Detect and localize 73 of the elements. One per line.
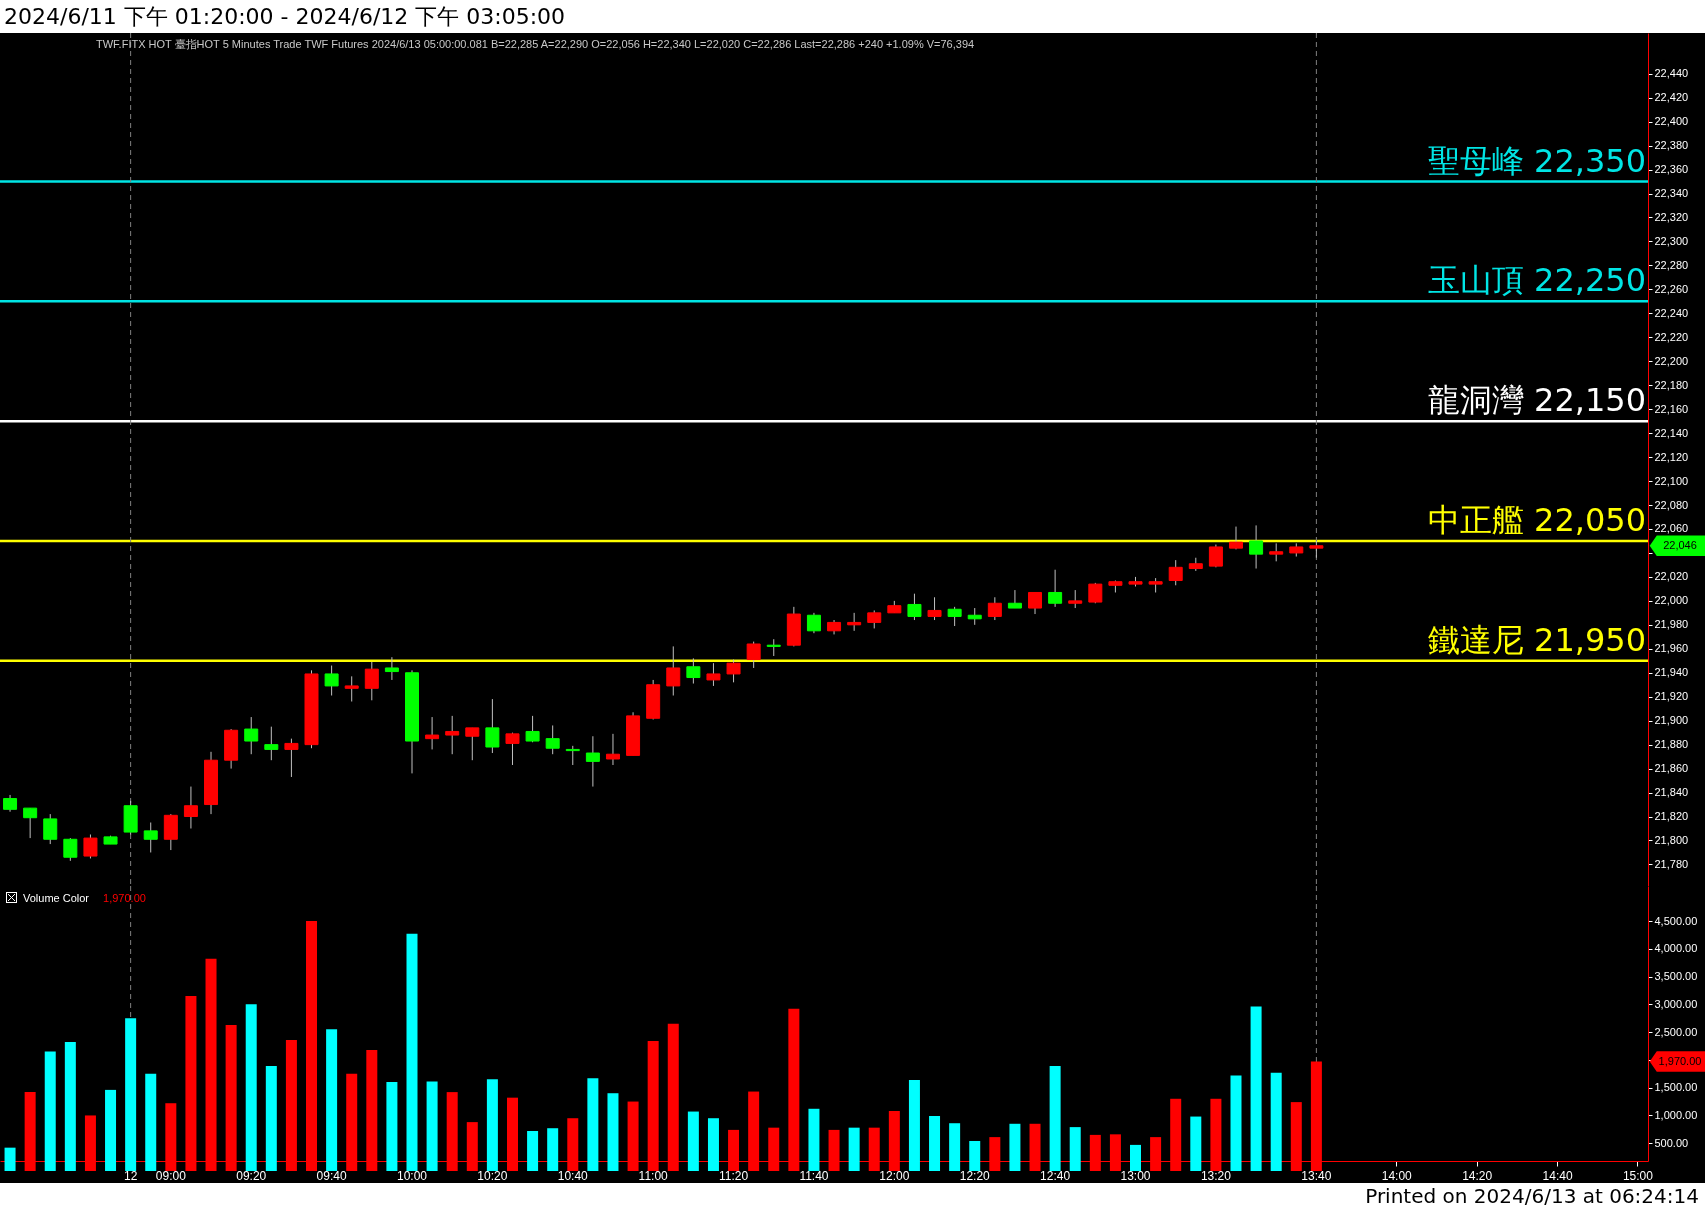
y-tick-label: 500.00 xyxy=(1654,1136,1689,1149)
ref-line-label: 鐵達尼 21,950 xyxy=(1427,620,1646,659)
y-tick-label: 21,780 xyxy=(1654,857,1689,870)
y-tick-label: 22,340 xyxy=(1654,187,1689,200)
y-tick-label: 21,860 xyxy=(1654,762,1689,775)
y-tick-label: 2,500.00 xyxy=(1654,1025,1698,1038)
x-tick-label: 11:00 xyxy=(638,1168,669,1183)
y-tick-label: 22,240 xyxy=(1654,306,1689,319)
text: Printed on 2024/6/13 at 06:24:14 xyxy=(0,1183,1705,1209)
y-tick-label: 22,320 xyxy=(1654,211,1689,223)
x-tick-label: 10:00 xyxy=(396,1168,428,1183)
y-tick-label: 22,360 xyxy=(1654,163,1689,176)
y-tick-label: 4,000.00 xyxy=(1654,942,1698,955)
y-tick-label: 22,060 xyxy=(1654,522,1689,535)
y-tick-label: 21,920 xyxy=(1654,690,1689,703)
y-tick-label: 22,120 xyxy=(1654,450,1689,463)
x-tick-label: 12:40 xyxy=(1040,1168,1071,1183)
x-tick-label: 13:20 xyxy=(1200,1168,1232,1183)
y-tick-label: 21,940 xyxy=(1654,666,1689,679)
y-tick-label: 22,140 xyxy=(1654,426,1689,439)
x-tick-label: 09:00 xyxy=(155,1168,187,1183)
y-tick-label: 22,220 xyxy=(1654,330,1689,343)
y-tick-label: 22,180 xyxy=(1654,378,1689,391)
y-tick-label: 3,000.00 xyxy=(1654,997,1698,1010)
y-tick-label: 22,000 xyxy=(1654,594,1689,607)
y-tick-label: 22,160 xyxy=(1654,402,1689,415)
y-tick-label: 22,420 xyxy=(1654,91,1689,104)
y-tick-label: 22,080 xyxy=(1654,498,1689,511)
ref-line-label: 玉山頂 22,250 xyxy=(1427,261,1646,300)
y-tick-label: 22,280 xyxy=(1654,258,1689,271)
y-tick-label: 21,880 xyxy=(1654,738,1689,751)
x-tick-label: 15:00 xyxy=(1622,1168,1654,1183)
x-tick-label: 14:00 xyxy=(1381,1168,1413,1183)
text: 1,970.00 xyxy=(103,892,146,904)
ref-line-label: 龍洞灣 22,150 xyxy=(1427,381,1646,420)
text: 1,970.00 xyxy=(1658,1054,1702,1067)
x-tick-label: 11:20 xyxy=(718,1168,749,1183)
ref-line-label: 中正艦 22,050 xyxy=(1427,500,1646,539)
text: Volume Color xyxy=(23,892,90,904)
x-tick-label: 14:40 xyxy=(1542,1168,1573,1183)
x-tick-label: 13:00 xyxy=(1120,1168,1151,1183)
x-tick-label: 11:40 xyxy=(799,1168,829,1183)
y-tick-label: 21,800 xyxy=(1654,833,1689,846)
y-tick-label: 22,200 xyxy=(1654,354,1689,367)
x-tick-label: 12 xyxy=(123,1168,138,1183)
y-tick-label: 21,960 xyxy=(1654,642,1689,655)
x-tick-label: 12:00 xyxy=(879,1168,910,1183)
x-tick-label: 10:40 xyxy=(557,1168,589,1183)
y-tick-label: 22,440 xyxy=(1654,67,1689,80)
y-tick-label: 3,500.00 xyxy=(1654,970,1698,983)
x-tick-label: 14:20 xyxy=(1462,1168,1493,1183)
x-tick-label: 09:20 xyxy=(236,1168,267,1183)
y-tick-label: 1,500.00 xyxy=(1654,1081,1698,1094)
x-tick-label: 12:20 xyxy=(959,1168,991,1183)
y-tick-label: 21,820 xyxy=(1654,810,1689,823)
y-tick-label: 4,500.00 xyxy=(1654,914,1698,927)
y-tick-label: 21,900 xyxy=(1654,714,1689,727)
ref-line-label: 聖母峰 22,350 xyxy=(1427,141,1646,180)
chart-title: 2024/6/11 下午 01:20:00 - 2024/6/12 下午 03:05:00 xyxy=(0,0,1705,33)
y-tick-label: 21,980 xyxy=(1654,618,1689,631)
y-tick-label: 21,840 xyxy=(1654,786,1689,799)
y-tick-label: 22,300 xyxy=(1654,234,1689,247)
x-tick-label: 09:40 xyxy=(316,1168,347,1183)
text: 22,046 xyxy=(1663,538,1697,551)
y-tick-label: 1,000.00 xyxy=(1654,1108,1698,1121)
y-tick-label: 22,260 xyxy=(1654,282,1689,295)
y-tick-label: 22,380 xyxy=(1654,139,1689,152)
chart-subtitle: TWF.FITX HOT 臺指HOT 5 Minutes Trade TWF Futures 2024/6/13 05:00:00.081 B=22,285 A=22,290 O=22,056 H=22,340 L=22,020 C=22,286 Last=22,286 +240 +1.09% V=76,394 xyxy=(96,37,975,52)
y-tick-label: 22,020 xyxy=(1654,570,1689,583)
y-tick-label: 22,400 xyxy=(1654,115,1689,128)
y-tick-label: 22,100 xyxy=(1654,474,1689,487)
x-tick-label: 10:20 xyxy=(477,1168,508,1183)
x-tick-label: 13:40 xyxy=(1301,1168,1332,1183)
